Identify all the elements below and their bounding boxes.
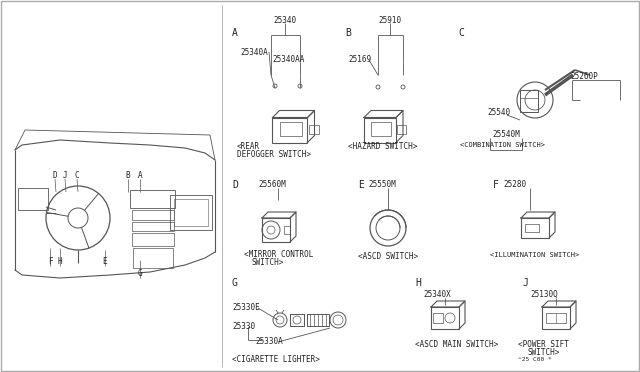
Text: G: G: [232, 278, 238, 288]
Bar: [132, 222, 174, 231]
Text: F: F: [48, 257, 52, 266]
Text: 25330: 25330: [232, 322, 255, 331]
Text: J: J: [522, 278, 528, 288]
Text: C: C: [75, 170, 79, 180]
Text: DEFOGGER SWITCH>: DEFOGGER SWITCH>: [237, 150, 311, 159]
Bar: [521, 218, 549, 238]
Bar: [433, 313, 443, 323]
Bar: [130, 190, 175, 208]
Text: SWITCH>: SWITCH>: [528, 348, 561, 357]
Bar: [371, 122, 391, 136]
Text: 25169: 25169: [348, 55, 371, 64]
Bar: [525, 224, 539, 232]
Text: H: H: [58, 257, 62, 266]
Text: ^25 C00 *: ^25 C00 *: [518, 357, 552, 362]
Text: A: A: [138, 170, 142, 180]
Text: D: D: [232, 180, 238, 190]
Text: J: J: [63, 170, 67, 180]
Bar: [284, 226, 290, 234]
Bar: [364, 118, 396, 142]
Text: F: F: [493, 180, 499, 190]
Text: <CIGARETTE LIGHTER>: <CIGARETTE LIGHTER>: [232, 355, 320, 364]
Text: 25540M: 25540M: [492, 130, 520, 139]
Text: 25330E: 25330E: [232, 303, 260, 312]
Bar: [132, 233, 174, 246]
Text: G: G: [138, 269, 142, 279]
Text: 25540: 25540: [487, 108, 510, 117]
Bar: [262, 218, 290, 242]
Text: <REAR: <REAR: [237, 142, 260, 151]
Bar: [542, 307, 570, 329]
Bar: [309, 125, 319, 134]
Text: <POWER SIFT: <POWER SIFT: [518, 340, 569, 349]
Text: 25280: 25280: [503, 180, 526, 189]
Text: 25340X: 25340X: [423, 290, 451, 299]
Text: C: C: [458, 28, 464, 38]
Bar: [133, 248, 173, 268]
Bar: [273, 118, 307, 142]
Text: <ASCD MAIN SWITCH>: <ASCD MAIN SWITCH>: [415, 340, 499, 349]
Text: 25910: 25910: [378, 16, 401, 25]
Text: 25340AA: 25340AA: [272, 55, 305, 64]
Text: 25340: 25340: [273, 16, 296, 25]
Text: 25260P: 25260P: [570, 72, 598, 81]
Bar: [290, 314, 304, 326]
Text: <ILLUMINATION SWITCH>: <ILLUMINATION SWITCH>: [490, 252, 579, 258]
Text: 25560M: 25560M: [258, 180, 285, 189]
Text: B: B: [125, 170, 131, 180]
Text: H: H: [415, 278, 421, 288]
Bar: [546, 313, 566, 323]
Text: 25130Q: 25130Q: [530, 290, 557, 299]
Bar: [170, 195, 212, 230]
Bar: [431, 307, 459, 329]
Text: <ASCD SWITCH>: <ASCD SWITCH>: [358, 252, 418, 261]
Bar: [174, 199, 208, 226]
Bar: [520, 90, 538, 112]
Bar: [18, 188, 48, 210]
Text: <HAZARD SWITCH>: <HAZARD SWITCH>: [348, 142, 417, 151]
Text: D: D: [52, 170, 58, 180]
Text: <COMBINATION SWITCH>: <COMBINATION SWITCH>: [460, 142, 545, 148]
Bar: [307, 314, 329, 326]
Bar: [280, 122, 302, 136]
Text: <MIRROR CONTROL: <MIRROR CONTROL: [244, 250, 314, 259]
Text: 25340A: 25340A: [240, 48, 268, 57]
Text: SWITCH>: SWITCH>: [252, 258, 284, 267]
Text: B: B: [345, 28, 351, 38]
Bar: [132, 210, 174, 220]
Text: E: E: [358, 180, 364, 190]
Text: E: E: [102, 257, 108, 266]
Bar: [397, 125, 406, 134]
Text: A: A: [232, 28, 238, 38]
Text: 25550M: 25550M: [368, 180, 396, 189]
Text: 25330A: 25330A: [255, 337, 283, 346]
